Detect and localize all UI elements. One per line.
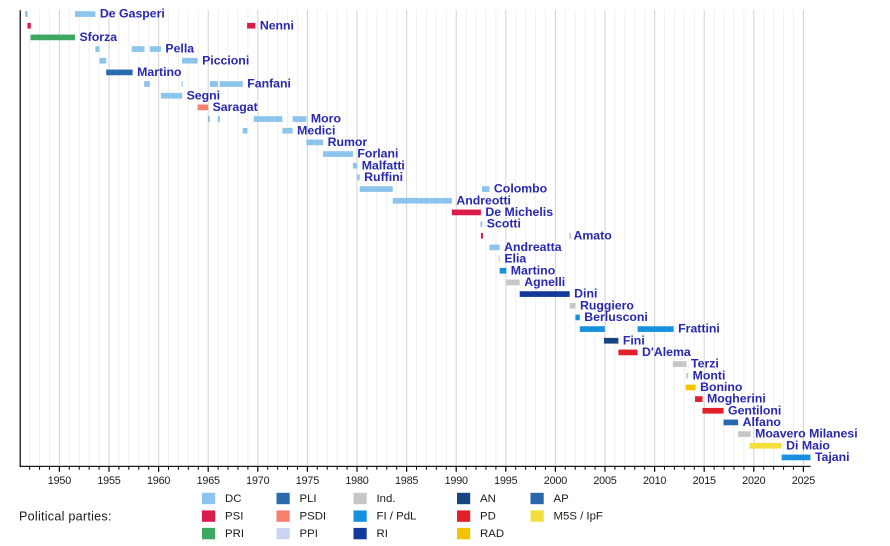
- svg-text:Moro: Moro: [311, 112, 342, 126]
- svg-text:Sforza: Sforza: [79, 30, 117, 44]
- svg-text:FI / PdL: FI / PdL: [377, 511, 417, 523]
- svg-text:1960: 1960: [147, 475, 170, 487]
- svg-text:Fini: Fini: [623, 333, 645, 347]
- svg-text:De Michelis: De Michelis: [485, 205, 553, 219]
- svg-text:Medici: Medici: [297, 123, 335, 137]
- svg-text:Piccioni: Piccioni: [202, 53, 249, 67]
- svg-text:Ind.: Ind.: [377, 493, 396, 505]
- svg-text:D'Alema: D'Alema: [642, 345, 691, 359]
- svg-text:Rumor: Rumor: [328, 135, 368, 149]
- svg-text:1985: 1985: [395, 475, 418, 487]
- svg-text:1995: 1995: [494, 475, 517, 487]
- svg-text:1980: 1980: [345, 475, 368, 487]
- svg-text:Malfatti: Malfatti: [362, 158, 405, 172]
- svg-text:Amato: Amato: [573, 228, 612, 242]
- svg-text:2015: 2015: [693, 475, 716, 487]
- svg-text:Fanfani: Fanfani: [247, 77, 291, 91]
- svg-text:2020: 2020: [742, 475, 765, 487]
- svg-text:RI: RI: [377, 528, 388, 540]
- svg-text:Political parties:: Political parties:: [19, 510, 112, 524]
- svg-text:Mogherini: Mogherini: [707, 392, 766, 406]
- svg-text:Pella: Pella: [165, 42, 194, 56]
- svg-text:Alfano: Alfano: [743, 415, 782, 429]
- svg-text:DC: DC: [225, 493, 241, 505]
- svg-text:De Gasperi: De Gasperi: [100, 7, 165, 21]
- svg-text:Andreatta: Andreatta: [504, 240, 562, 254]
- svg-text:Gentiloni: Gentiloni: [728, 403, 781, 417]
- svg-text:Monti: Monti: [693, 368, 726, 382]
- svg-text:Nenni: Nenni: [260, 18, 294, 32]
- svg-text:Martino: Martino: [137, 65, 182, 79]
- svg-text:Dini: Dini: [574, 287, 597, 301]
- svg-text:Bonino: Bonino: [700, 380, 743, 394]
- svg-text:PD: PD: [480, 511, 496, 523]
- svg-text:1975: 1975: [296, 475, 319, 487]
- svg-text:RAD: RAD: [480, 528, 504, 540]
- svg-text:1950: 1950: [48, 475, 71, 487]
- svg-text:1970: 1970: [246, 475, 269, 487]
- svg-text:Saragat: Saragat: [213, 100, 258, 114]
- svg-text:1990: 1990: [445, 475, 468, 487]
- svg-text:Frattini: Frattini: [678, 322, 720, 336]
- svg-text:Berlusconi: Berlusconi: [584, 310, 648, 324]
- svg-text:Segni: Segni: [187, 88, 220, 102]
- svg-text:AP: AP: [554, 493, 569, 505]
- svg-text:Ruffini: Ruffini: [364, 170, 403, 184]
- svg-text:Andreotti: Andreotti: [456, 193, 511, 207]
- svg-text:Scotti: Scotti: [487, 217, 521, 231]
- svg-text:2025: 2025: [792, 475, 815, 487]
- svg-text:PLI: PLI: [300, 493, 317, 505]
- svg-text:Moavero Milanesi: Moavero Milanesi: [755, 427, 858, 441]
- svg-text:Di Maio: Di Maio: [786, 438, 830, 452]
- svg-text:Agnelli: Agnelli: [524, 275, 565, 289]
- svg-text:Elia: Elia: [504, 252, 526, 266]
- svg-text:1965: 1965: [197, 475, 220, 487]
- svg-text:Martino: Martino: [511, 263, 556, 277]
- svg-text:Terzi: Terzi: [691, 357, 719, 371]
- svg-text:Forlani: Forlani: [357, 147, 398, 161]
- svg-text:Tajani: Tajani: [815, 450, 850, 464]
- svg-text:PSDI: PSDI: [300, 511, 327, 523]
- svg-text:AN: AN: [480, 493, 496, 505]
- svg-text:PSI: PSI: [225, 511, 243, 523]
- svg-text:PPI: PPI: [300, 528, 318, 540]
- svg-text:1955: 1955: [97, 475, 120, 487]
- svg-text:M5S / IpF: M5S / IpF: [554, 511, 603, 523]
- svg-text:Ruggiero: Ruggiero: [580, 298, 634, 312]
- svg-text:2010: 2010: [643, 475, 666, 487]
- svg-text:2000: 2000: [544, 475, 567, 487]
- svg-text:PRI: PRI: [225, 528, 244, 540]
- svg-text:Colombo: Colombo: [494, 182, 548, 196]
- svg-text:2005: 2005: [593, 475, 616, 487]
